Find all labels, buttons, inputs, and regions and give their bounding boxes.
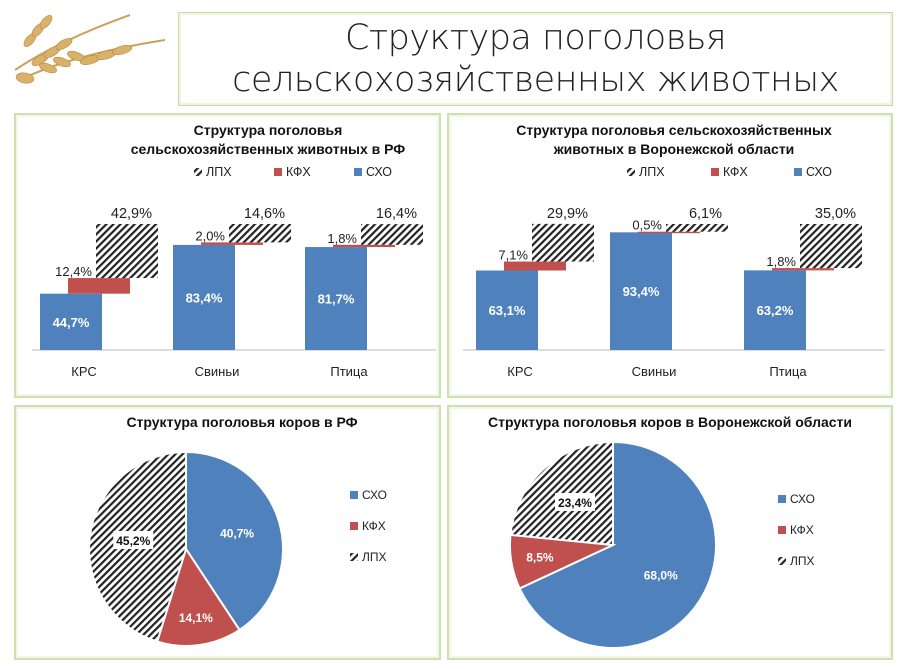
bar-КФХ-2 <box>772 268 834 271</box>
chart-title: Структура поголовья <box>194 122 343 138</box>
pie-chart-cows-voronezh: Структура поголовья коров в Воронежской … <box>447 405 893 660</box>
legend-swatch-l1 <box>350 522 358 530</box>
data-label: 8,5% <box>526 550 554 564</box>
legend-label: КФХ <box>362 519 386 533</box>
chart-title: Структура поголовья коров в Воронежской … <box>488 414 852 430</box>
data-label: 14,6% <box>244 206 285 222</box>
bar-ЛПХ-1 <box>229 224 291 243</box>
bar-КФХ-1 <box>201 242 263 245</box>
bar-СХО-2 <box>744 270 806 350</box>
data-label-box <box>113 530 154 549</box>
bar-chart-rf: Структура поголовья сельскохозяйственных … <box>14 113 441 398</box>
data-label: 14,1% <box>179 611 213 625</box>
data-label: 1,8% <box>766 254 796 269</box>
bar-СХО-1 <box>610 232 672 350</box>
data-label: 68,0% <box>644 568 678 582</box>
legend-hatch-swatch <box>627 168 635 176</box>
data-label: 44,7% <box>53 315 90 330</box>
data-label: 1,8% <box>327 231 357 246</box>
bar-СХО-1 <box>173 244 235 350</box>
bar-СХО-0 <box>476 270 538 350</box>
category-label: Птица <box>769 364 807 379</box>
chart-title: Структура поголовья сельскохозяйственных <box>516 122 832 138</box>
legend-swatch-l1 <box>274 168 282 176</box>
legend-swatch-l1 <box>711 168 719 176</box>
bar-КФХ-1 <box>638 231 700 234</box>
category-label: КРС <box>507 364 533 379</box>
bar-ЛПХ-2 <box>800 224 862 269</box>
legend-label: СХО <box>366 165 392 179</box>
pie-chart-cows-rf: Структура поголовья коров в РФ 40,7% 14,1%… <box>14 405 441 660</box>
chart-title: животных в Воронежской области <box>553 141 795 157</box>
data-label: 83,4% <box>186 290 223 305</box>
legend-swatch-l2 <box>354 168 362 176</box>
bar-ЛПХ-0 <box>96 224 158 279</box>
bar-КФХ-0 <box>504 261 566 271</box>
bar-ЛПХ-1 <box>666 224 728 232</box>
legend-label: ЛПХ <box>639 165 665 179</box>
legend-label: КФХ <box>286 165 311 179</box>
data-label: 6,1% <box>689 206 722 222</box>
data-label: 63,1% <box>489 303 526 318</box>
legend-label: ЛПХ <box>362 550 387 564</box>
slide-title-line1: Структура поголовья <box>344 18 727 58</box>
legend-hatch-swatch <box>194 168 202 176</box>
legend-label: СХО <box>790 492 815 506</box>
bar-ЛПХ-2 <box>361 224 423 245</box>
data-label: 35,0% <box>815 206 856 222</box>
data-label: 40,7% <box>220 527 254 541</box>
data-label: 2,0% <box>195 228 225 243</box>
bar-chart-voronezh: Структура поголовья сельскохозяйственных… <box>447 113 893 398</box>
category-label: Свиньи <box>195 364 240 379</box>
bar-СХО-2 <box>305 247 367 350</box>
category-label: Свиньи <box>632 364 677 379</box>
chart-title: сельскохозяйственных животных в РФ <box>131 141 406 157</box>
legend-hatch-swatch <box>778 557 786 565</box>
bar-КФХ-0 <box>68 278 130 294</box>
wheat-illustration <box>14 14 166 84</box>
legend-label: КФХ <box>723 165 748 179</box>
legend-swatch-l1 <box>778 526 786 534</box>
data-label: 12,4% <box>55 264 92 279</box>
bar-СХО-0 <box>40 293 102 350</box>
bar-ЛПХ-0 <box>532 223 594 262</box>
data-label: 93,4% <box>623 284 660 299</box>
legend-label: ЛПХ <box>790 554 815 568</box>
legend-swatch-l0 <box>778 495 786 503</box>
legend-swatch-l0 <box>350 491 358 499</box>
legend-label: ЛПХ <box>206 165 232 179</box>
data-label: 16,4% <box>376 206 417 222</box>
pie-slice-СХО <box>518 440 717 649</box>
data-label: 81,7% <box>318 292 355 307</box>
slide-title-line2: сельскохозяйственных животных <box>232 60 839 100</box>
pie-slice-КФХ <box>155 546 241 647</box>
legend-label: СХО <box>362 488 387 502</box>
data-label: 42,9% <box>111 206 152 222</box>
legend-swatch-l2 <box>794 168 802 176</box>
data-label: 23,4% <box>558 496 592 510</box>
bar-КФХ-2 <box>333 244 395 248</box>
chart-title: Структура поголовья коров в РФ <box>126 414 357 430</box>
slide-title-box: Структура поголовья сельскохозяйственных… <box>178 12 893 106</box>
category-label: КРС <box>71 364 97 379</box>
legend-hatch-swatch <box>350 553 358 561</box>
data-label: 29,9% <box>547 206 588 222</box>
legend-label: КФХ <box>790 523 814 537</box>
data-label: 7,1% <box>498 248 528 263</box>
data-label-box <box>554 493 595 512</box>
data-label: 45,2% <box>116 534 150 548</box>
data-label: 0,5% <box>632 218 662 233</box>
legend-label: СХО <box>806 165 832 179</box>
data-label: 63,2% <box>757 303 794 318</box>
category-label: Птица <box>330 364 368 379</box>
